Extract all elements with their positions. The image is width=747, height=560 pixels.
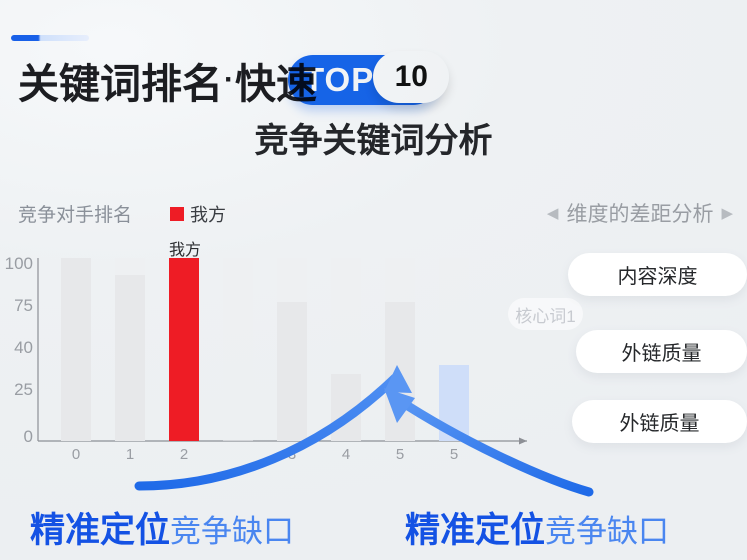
svg-text:5: 5: [396, 446, 404, 463]
svg-text:1: 1: [126, 446, 134, 463]
svg-text:5: 5: [450, 446, 458, 463]
svg-text:0: 0: [24, 427, 33, 446]
svg-text:40: 40: [14, 338, 33, 357]
svg-text:2: 2: [180, 446, 188, 463]
svg-text:0: 0: [72, 446, 80, 463]
svg-text:100: 100: [5, 254, 33, 273]
svg-text:4: 4: [342, 446, 350, 463]
svg-text:25: 25: [14, 380, 33, 399]
svg-text:75: 75: [14, 296, 33, 315]
svg-text:3: 3: [288, 446, 296, 463]
